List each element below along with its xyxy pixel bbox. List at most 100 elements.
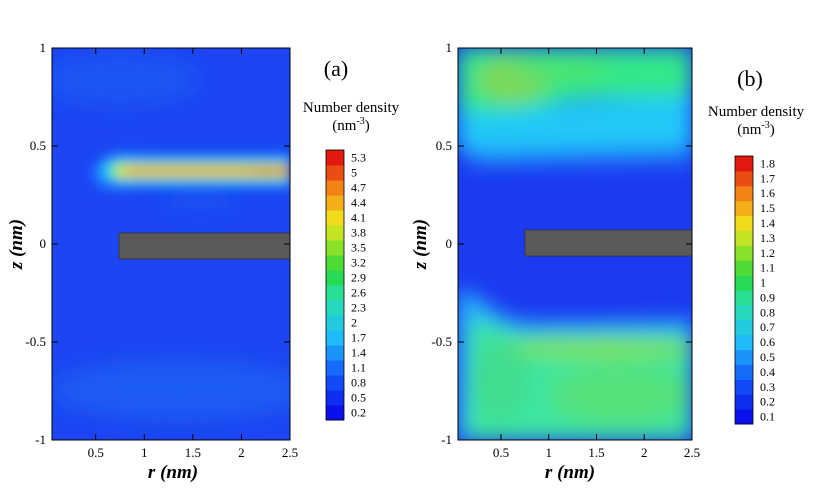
colorbar-a-label: 3.5 (351, 241, 366, 255)
y-tick-label-a: 1 (40, 40, 47, 55)
y-tick-label-a: -1 (35, 432, 46, 447)
y-tick-label-b: -0.5 (431, 334, 452, 349)
obstacle-bar-b (524, 229, 692, 257)
panel-label-a: (a) (324, 56, 348, 81)
colorbar-a-swatch (326, 195, 344, 211)
colorbar-b-label: 1.4 (760, 216, 775, 230)
colorbar-a-swatch (326, 315, 344, 331)
colorbar-b-label: 0.8 (760, 305, 775, 319)
colorbar-a-label: 4.4 (351, 196, 366, 210)
x-tick-label-a: 0.5 (88, 445, 104, 460)
y-tick-label-b: 0.5 (436, 138, 452, 153)
colorbar-a: 0.20.50.81.11.41.722.32.62.93.23.53.84.1… (325, 149, 366, 421)
heatmap-panel-a: 0.5 1 1.5 2 2.5 -1 -0.5 0 0.5 1 (a) r (nm) z (nm)… (6, 40, 400, 483)
colorbar-unit-b-close: ) (770, 122, 775, 138)
colorbar-unit-a-close: ) (365, 118, 370, 134)
colorbar-b-label: 1.7 (760, 171, 775, 185)
x-tick-label-b: 2.5 (684, 445, 700, 460)
y-tick-label-b: -1 (441, 432, 452, 447)
colorbar-b-swatch (735, 394, 753, 410)
colorbar-a-label: 2.3 (351, 301, 366, 315)
y-tick-label-a: 0.5 (30, 138, 46, 153)
axis-ticks-a: 0.5 1 1.5 2 2.5 -1 -0.5 0 0.5 1 (25, 40, 298, 460)
colorbar-b-swatch (735, 304, 753, 321)
colorbar-a-label: 0.8 (351, 376, 366, 390)
x-axis-label-b: r (nm) (545, 462, 595, 483)
colorbar-a-swatch (326, 405, 344, 421)
heatmap-b-field (458, 48, 692, 440)
colorbar-a-label: 1.4 (351, 346, 366, 360)
colorbar-a-label: 2.9 (351, 271, 366, 285)
colorbar-a-swatch (326, 285, 344, 301)
colorbar-a-label: 0.5 (351, 391, 366, 405)
colorbar-b-swatch (735, 260, 753, 276)
x-tick-label-a: 1 (141, 445, 148, 460)
colorbar-a-label: 0.2 (351, 406, 366, 420)
colorbar-a-swatch (326, 150, 344, 166)
y-tick-label-a: 0 (40, 236, 47, 251)
y-tick-label-a: -0.5 (25, 334, 46, 349)
colorbar-b-label: 0.7 (760, 320, 775, 334)
colorbar-b-label: 0.4 (760, 365, 775, 379)
colorbar-b-swatch (735, 334, 753, 351)
colorbar-b-label: 0.6 (760, 335, 775, 349)
colorbar-b-swatch (735, 275, 753, 291)
colorbar-a-swatch (326, 345, 344, 361)
colorbar-a-frame (325, 149, 345, 421)
colorbar-a-swatch (326, 255, 344, 271)
colorbar-b-swatch (735, 230, 753, 246)
colorbar-b-swatch (735, 215, 753, 231)
colorbar-a-label: 4.7 (351, 181, 366, 195)
colorbar-title-a: Number density (303, 100, 400, 116)
colorbar-b-swatch (735, 364, 753, 380)
colorbar-b-label: 1.2 (760, 246, 775, 260)
axis-ticks-b: 0.5 1 1.5 2 2.5 -1 -0.5 0 0.5 1 (431, 40, 700, 460)
colorbar-a-swatch (326, 210, 344, 226)
x-axis-label-a-text: r (nm) (148, 462, 198, 483)
colorbar-a-label: 3.2 (351, 256, 366, 270)
colorbar-b-swatch (735, 319, 753, 336)
colorbar-a-swatch (326, 225, 344, 241)
colorbar-title-b: Number density (708, 104, 805, 120)
colorbar-unit-b: (nm-3) (737, 120, 775, 138)
heatmap-b-lower-region (458, 290, 692, 440)
colorbar-b-swatch (735, 349, 753, 365)
colorbar-a-label: 5.3 (351, 151, 366, 165)
colorbar-b-label: 0.5 (760, 350, 775, 364)
y-tick-label-b: 0 (446, 236, 453, 251)
x-tick-label-b: 0.5 (493, 445, 509, 460)
colorbar-b-label: 1.3 (760, 231, 775, 245)
x-axis-label-a: r (nm) (148, 462, 198, 483)
colorbar-a-swatch (326, 180, 344, 196)
colorbar-unit-a-exp: -3 (356, 116, 364, 127)
colorbar-b-label: 1.8 (760, 156, 775, 170)
colorbar-a-swatch (326, 360, 344, 376)
colorbar-unit-a-base: (nm (332, 118, 356, 134)
colorbar-b-label: 1.1 (760, 261, 775, 275)
colorbar-b-label: 0.1 (760, 410, 775, 424)
colorbar-b-swatch (735, 290, 753, 306)
colorbar-a-swatch (326, 300, 344, 316)
heatmap-a-dense-layer (92, 152, 290, 190)
x-tick-label-b: 2 (641, 445, 648, 460)
panel-label-b: (b) (737, 66, 763, 91)
colorbar-a-swatch (326, 165, 344, 181)
heatmap-b-upper-region (458, 48, 692, 166)
colorbar-b-label: 1 (760, 276, 766, 290)
x-tick-label-a: 1.5 (185, 445, 201, 460)
colorbar-b-label: 0.9 (760, 290, 775, 304)
x-tick-label-a: 2 (238, 445, 245, 460)
y-tick-label-b: 1 (446, 40, 453, 55)
heatmap-a-field (52, 48, 290, 440)
colorbar-a-swatch (326, 390, 344, 406)
colorbar-a-swatch (326, 270, 344, 286)
colorbar-b-swatch (735, 156, 753, 172)
x-tick-label-b: 1 (545, 445, 552, 460)
colorbar-b-swatch (735, 170, 753, 187)
y-axis-label-b: z (nm) (410, 219, 431, 270)
colorbar-b-frame (734, 155, 754, 425)
colorbar-b-swatch (735, 200, 753, 217)
colorbar-b-swatch (735, 379, 753, 395)
colorbar-a-label: 1.7 (351, 331, 366, 345)
x-tick-label-b: 1.5 (588, 445, 604, 460)
